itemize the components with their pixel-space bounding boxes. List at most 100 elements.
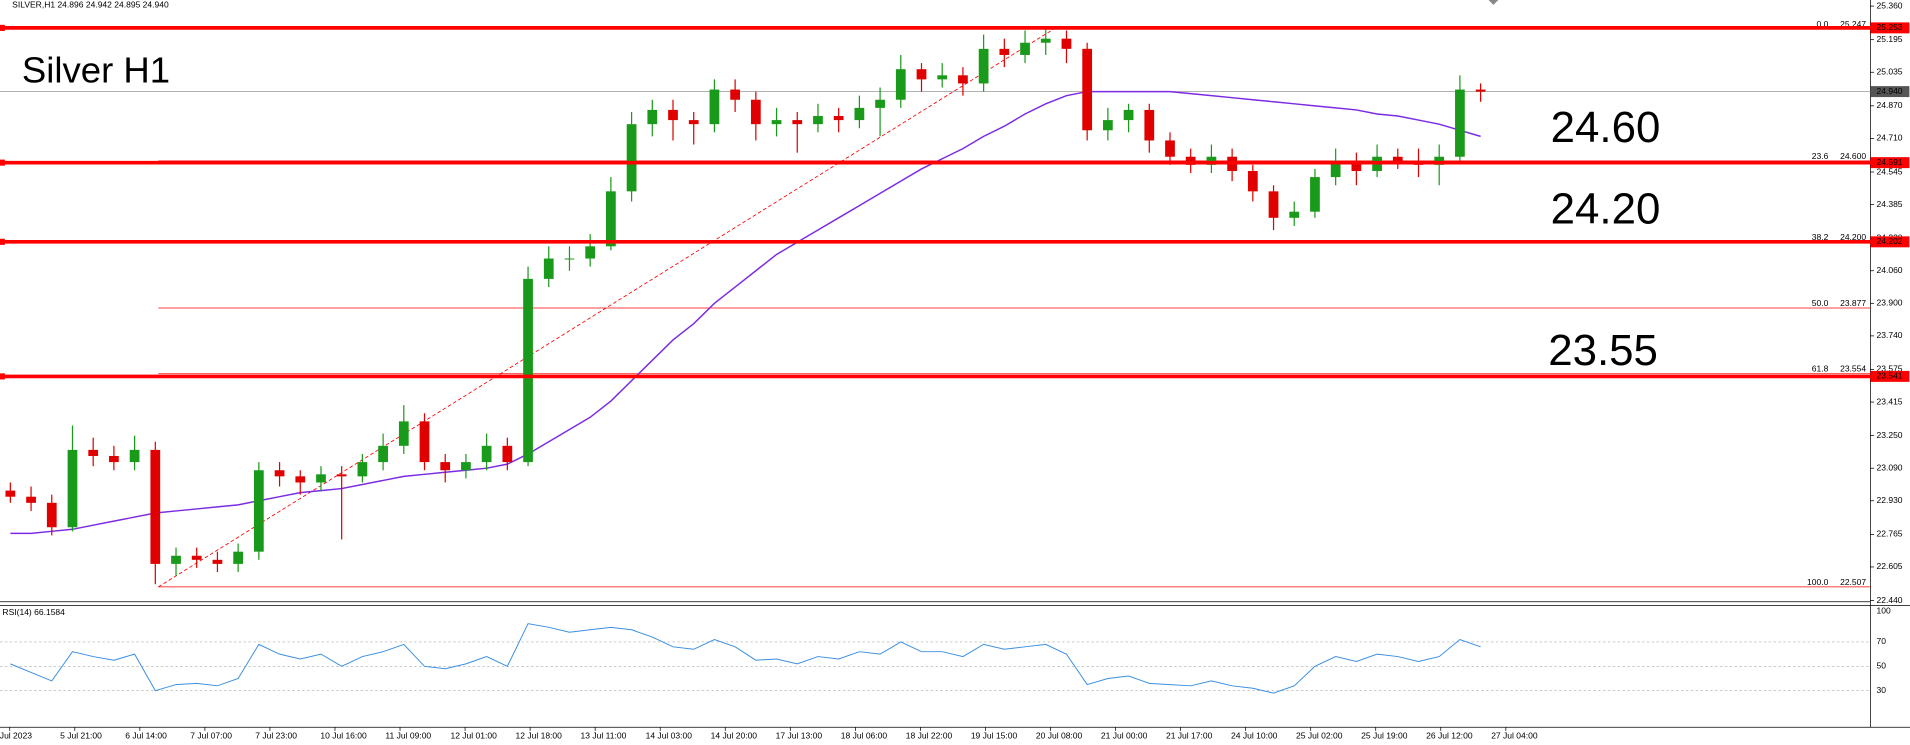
current-price-tag <box>1870 86 1910 98</box>
rsi-line <box>10 623 1481 694</box>
x-tick-label: 25 Jul 02:00 <box>1296 731 1343 741</box>
candle-body <box>606 191 616 247</box>
candle-body <box>1144 109 1155 141</box>
y-tick-label: 22.930 <box>1877 495 1903 505</box>
candle-body <box>357 462 368 477</box>
x-tick-label: 17 Jul 13:00 <box>776 731 823 741</box>
candle-body <box>274 470 285 477</box>
candle-body <box>378 445 388 463</box>
candle-body <box>1310 177 1320 212</box>
candle-body <box>771 120 782 125</box>
fib-level-label: 0.0 <box>1817 19 1829 29</box>
candle-body <box>461 462 471 471</box>
candle-body <box>1020 42 1030 55</box>
candle-body <box>1185 156 1196 165</box>
candle-body <box>336 474 347 477</box>
y-tick-label: 25.035 <box>1877 67 1903 77</box>
x-tick-label: 21 Jul 17:00 <box>1166 731 1213 741</box>
candle-body <box>626 124 637 192</box>
level-price-tag <box>1870 236 1910 248</box>
x-tick-label: 5 Jul 2023 <box>0 731 32 741</box>
level-marker <box>0 238 5 245</box>
x-tick-label: 10 Jul 16:00 <box>320 731 367 741</box>
candle-body <box>440 462 451 471</box>
candle-body <box>233 551 244 564</box>
candle-body <box>481 445 492 463</box>
candle-body <box>688 120 699 125</box>
candle-body <box>1082 48 1093 131</box>
candle-body <box>792 120 803 125</box>
level-price-label: 24.202 <box>1877 236 1903 246</box>
candle-body <box>171 555 181 564</box>
rsi-tick-label: 30 <box>1877 685 1887 695</box>
level-annotation: 23.55 <box>1548 326 1658 375</box>
level-marker <box>0 373 5 380</box>
rsi-tick-label: 70 <box>1877 636 1887 646</box>
x-tick-label: 14 Jul 03:00 <box>646 731 693 741</box>
y-tick-label: 22.605 <box>1877 561 1903 571</box>
candle-body <box>109 455 119 463</box>
candle-body <box>709 89 720 125</box>
y-tick-label: 24.060 <box>1877 265 1903 275</box>
x-tick-label: 6 Jul 14:00 <box>125 731 167 741</box>
candle-body <box>1165 140 1175 157</box>
candle-body <box>875 99 885 108</box>
candle-body <box>916 69 927 80</box>
candle-body <box>1475 89 1486 92</box>
y-tick-label: 24.710 <box>1877 133 1903 143</box>
candle-body <box>543 258 554 279</box>
candle-body <box>150 449 161 564</box>
x-tick-label: 12 Jul 01:00 <box>450 731 497 741</box>
level-price-label: 24.591 <box>1877 157 1903 167</box>
candle-body <box>854 107 865 121</box>
candle-body <box>1040 38 1051 43</box>
fib-level-label: 23.6 <box>1812 151 1829 161</box>
x-tick-label: 25 Jul 19:00 <box>1361 731 1408 741</box>
candle-body <box>46 502 57 528</box>
y-tick-label: 24.870 <box>1877 100 1903 110</box>
fib-level-label: 100.0 <box>1807 577 1829 587</box>
candle-body <box>1268 191 1279 218</box>
candle-body <box>1247 170 1258 192</box>
y-tick-label: 23.575 <box>1877 364 1903 374</box>
candle-body <box>129 449 140 463</box>
candle-body <box>191 555 202 560</box>
candle-body <box>813 116 823 125</box>
y-tick-label: 23.090 <box>1877 462 1903 472</box>
fib-level-label: 61.8 <box>1812 364 1829 374</box>
candle-body <box>1061 38 1072 49</box>
y-tick-label: 23.250 <box>1877 430 1903 440</box>
fib-price-label: 23.554 <box>1840 364 1866 374</box>
candle-body <box>564 258 575 260</box>
candle-body <box>585 246 596 259</box>
y-tick-label: 22.765 <box>1877 529 1903 539</box>
x-tick-label: 27 Jul 04:00 <box>1491 731 1538 741</box>
candle-body <box>833 116 844 121</box>
candle-body <box>1455 89 1465 157</box>
x-tick-label: 18 Jul 22:00 <box>906 731 953 741</box>
candle-body <box>253 470 264 552</box>
candle-body <box>88 449 99 456</box>
candle-body <box>295 476 306 483</box>
candle-body <box>1206 156 1217 165</box>
rsi-tick-label: 100 <box>1877 606 1891 616</box>
y-tick-label: 23.415 <box>1877 396 1903 406</box>
candle-body <box>647 109 658 125</box>
y-tick-label: 23.900 <box>1877 298 1903 308</box>
y-tick-label: 24.385 <box>1877 199 1903 209</box>
fib-price-label: 24.600 <box>1840 151 1866 161</box>
level-marker <box>0 159 5 166</box>
x-tick-label: 14 Jul 20:00 <box>711 731 758 741</box>
candle-body <box>978 48 989 84</box>
candle-body <box>895 69 906 100</box>
candle-body <box>750 99 761 125</box>
level-annotation: 24.60 <box>1551 103 1661 152</box>
candle-body <box>212 559 223 564</box>
x-tick-label: 24 Jul 10:00 <box>1231 731 1278 741</box>
fib-price-label: 24.200 <box>1840 232 1866 242</box>
candle-body <box>419 421 430 463</box>
level-annotation: 24.20 <box>1551 185 1661 234</box>
x-tick-label: 18 Jul 06:00 <box>841 731 888 741</box>
fib-price-label: 25.247 <box>1840 19 1866 29</box>
